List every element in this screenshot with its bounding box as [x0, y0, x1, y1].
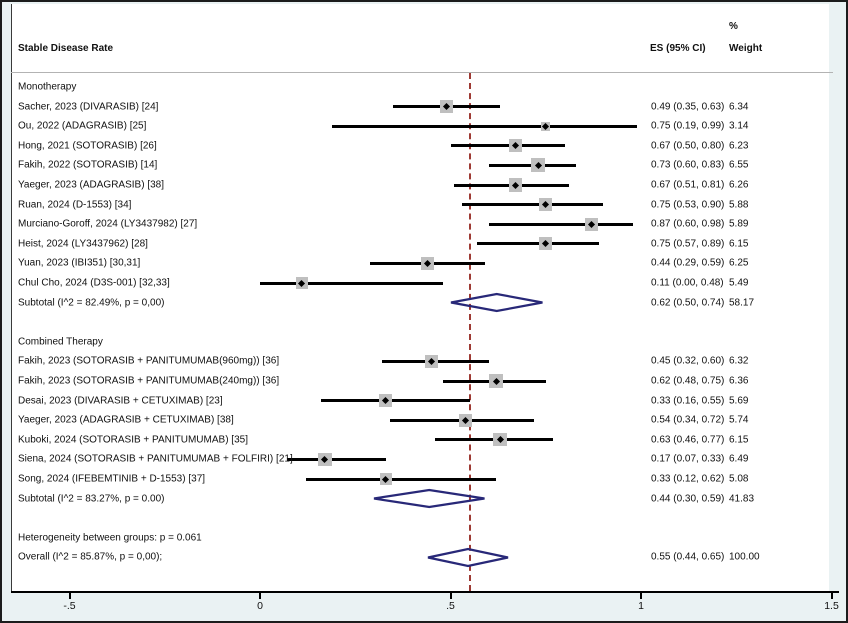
es-value: 0.67 (0.51, 0.81)	[651, 179, 725, 191]
x-axis-tick	[640, 593, 642, 599]
es-value: 0.62 (0.50, 0.74)	[651, 297, 725, 309]
subtotal-diamond	[374, 488, 485, 509]
study-label: Fakih, 2023 (SOTORASIB + PANITUMUMAB(960…	[18, 355, 280, 367]
weight-value: 5.08	[729, 473, 749, 485]
ci-line	[477, 242, 600, 246]
weight-value: 5.49	[729, 277, 749, 289]
es-column-header: ES (95% CI)	[650, 43, 706, 54]
study-label: Yaeger, 2023 (ADAGRASIB) [38]	[18, 179, 165, 191]
ci-line	[305, 477, 497, 481]
ci-line	[461, 203, 603, 207]
study-label: Yaeger, 2023 (ADAGRASIB + CETUXIMAB) [38…	[18, 414, 234, 426]
weight-value: 6.34	[729, 101, 749, 113]
x-axis-tick-label: -.5	[63, 600, 76, 612]
es-value: 0.11 (0.00, 0.48)	[651, 277, 724, 289]
group-label: Combined Therapy	[18, 336, 103, 348]
es-value: 0.75 (0.57, 0.89)	[651, 238, 725, 250]
es-value: 0.54 (0.34, 0.72)	[651, 414, 725, 426]
es-value: 0.75 (0.19, 0.99)	[651, 120, 725, 132]
weight-value: 3.14	[729, 120, 749, 132]
x-axis-line	[11, 591, 839, 593]
es-value: 0.49 (0.35, 0.63)	[651, 101, 725, 113]
study-label: Murciano-Goroff, 2024 (LY3437982) [27]	[18, 218, 198, 230]
study-label: Subtotal (I^2 = 83.27%, p = 0.00)	[18, 493, 165, 505]
x-axis-tick	[259, 593, 261, 599]
x-axis-tick	[830, 593, 833, 599]
ci-line	[488, 222, 634, 226]
subtotal-diamond	[450, 292, 543, 313]
reference-line	[468, 73, 471, 591]
ci-line	[332, 124, 638, 128]
es-value: 0.55 (0.44, 0.65)	[651, 551, 725, 563]
es-value: 0.62 (0.48, 0.75)	[651, 375, 725, 387]
es-value: 0.63 (0.46, 0.77)	[651, 434, 725, 446]
study-label: Ou, 2022 (ADAGRASIB) [25]	[18, 120, 147, 132]
plot-background	[11, 4, 829, 592]
es-value: 0.17 (0.07, 0.33)	[651, 453, 725, 465]
ci-line	[320, 399, 470, 403]
weight-value: 6.25	[729, 257, 749, 269]
study-label: Ruan, 2024 (D-1553) [34]	[18, 199, 132, 211]
study-label: Song, 2024 (IFEBEMTINIB + D-1553) [37]	[18, 473, 206, 485]
weight-value: 6.49	[729, 453, 749, 465]
x-axis-tick-label: 0	[257, 600, 263, 612]
es-value: 0.67 (0.50, 0.80)	[651, 140, 725, 152]
es-value: 0.33 (0.12, 0.62)	[651, 473, 725, 485]
x-axis-tick-label: 1	[638, 600, 644, 612]
weight-value: 5.88	[729, 199, 749, 211]
weight-value: 5.74	[729, 414, 749, 426]
study-label: Overall (I^2 = 85.87%, p = 0,00);	[18, 551, 163, 563]
weight-value: 5.69	[729, 395, 749, 407]
overall-diamond	[427, 547, 508, 568]
x-axis-tick-label: .5	[446, 600, 455, 612]
study-label: Subtotal (I^2 = 82.49%, p = 0,00)	[18, 297, 165, 309]
header-separator-line	[11, 72, 833, 73]
study-label: Yuan, 2023 (IBI351) [30,31]	[18, 257, 141, 269]
es-value: 0.44 (0.30, 0.59)	[651, 493, 725, 505]
es-value: 0.45 (0.32, 0.60)	[651, 355, 725, 367]
study-label: Fakih, 2022 (SOTORASIB) [14]	[18, 159, 158, 171]
study-label: Sacher, 2023 (DIVARASIB) [24]	[18, 101, 159, 113]
x-axis-tick	[449, 593, 452, 599]
es-value: 0.73 (0.60, 0.83)	[651, 159, 725, 171]
group-label: Monotherapy	[18, 81, 77, 93]
study-label: Fakih, 2023 (SOTORASIB + PANITUMUMAB(240…	[18, 375, 280, 387]
weight-value: 6.23	[729, 140, 749, 152]
weight-value: 6.36	[729, 375, 749, 387]
x-axis-tick	[68, 593, 71, 599]
weight-value: 41.83	[729, 493, 755, 505]
x-axis-tick-label: 1.5	[824, 600, 839, 612]
es-value: 0.75 (0.53, 0.90)	[651, 199, 725, 211]
weight-value: 100.00	[729, 551, 760, 563]
study-label: Siena, 2024 (SOTORASIB + PANITUMUMAB + F…	[18, 453, 293, 465]
weight-value: 6.15	[729, 238, 749, 250]
es-value: 0.87 (0.60, 0.98)	[651, 218, 725, 230]
es-value: 0.44 (0.29, 0.59)	[651, 257, 725, 269]
weight-value: 6.26	[729, 179, 749, 191]
percent-column-header: %	[729, 21, 738, 32]
study-label: Kuboki, 2024 (SOTORASIB + PANITUMUMAB) […	[18, 434, 248, 446]
study-label: Heist, 2024 (LY3437962) [28]	[18, 238, 148, 250]
weight-value: 6.55	[729, 159, 749, 171]
study-label: Desai, 2023 (DIVARASIB + CETUXIMAB) [23]	[18, 395, 223, 407]
weight-value: 5.89	[729, 218, 749, 230]
study-label: Hong, 2021 (SOTORASIB) [26]	[18, 140, 157, 152]
plot-title: Stable Disease Rate	[18, 43, 114, 54]
ci-line	[450, 144, 565, 148]
es-value: 0.33 (0.16, 0.55)	[651, 395, 725, 407]
weight-value: 6.32	[729, 355, 749, 367]
weight-column-header: Weight	[729, 43, 763, 54]
study-label: Chul Cho, 2024 (D3S-001) [32,33]	[18, 277, 170, 289]
weight-value: 58.17	[729, 297, 755, 309]
ci-line	[260, 281, 443, 285]
weight-value: 6.15	[729, 434, 749, 446]
ci-line	[286, 457, 386, 461]
heterogeneity-note: Heterogeneity between groups: p = 0.061	[18, 532, 202, 544]
